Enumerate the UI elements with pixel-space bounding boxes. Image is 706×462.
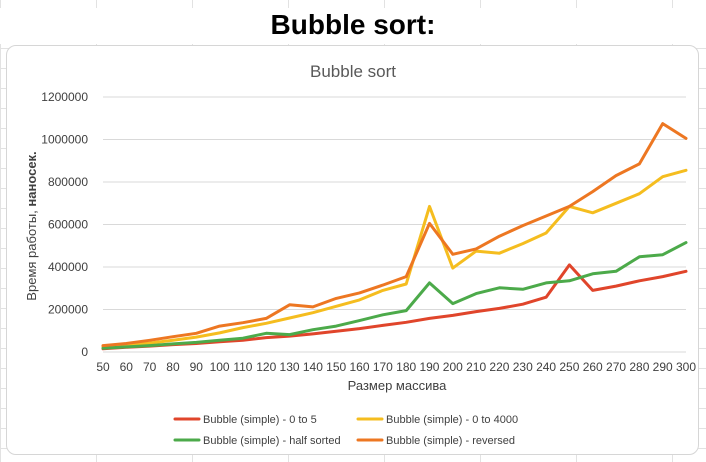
- x-tick-label: 180: [396, 360, 416, 374]
- series-line: [101, 241, 688, 350]
- x-tick-label: 120: [256, 360, 276, 374]
- gridlines: [103, 96, 686, 353]
- x-tick-label: 140: [303, 360, 323, 374]
- legend-label: Bubble (simple) - half sorted: [203, 435, 341, 447]
- chart-container[interactable]: Bubble sort 0 200000 400000 600000 800000 100…: [6, 45, 699, 455]
- series-line: [101, 122, 688, 348]
- x-tick-label: 280: [629, 360, 649, 374]
- x-tick-label: 210: [466, 360, 486, 374]
- chart-svg: Bubble sort 0 200000 400000 600000 800000 100…: [24, 62, 696, 447]
- x-tick-label: 250: [559, 360, 579, 374]
- legend-label: Bubble (simple) - 0 to 4000: [386, 414, 518, 426]
- x-tick-label: 190: [419, 360, 439, 374]
- y-axis-ticks: 0 200000 400000 600000 800000 1000000 1200000: [41, 90, 88, 359]
- x-axis-label: Размер массива: [348, 378, 447, 393]
- y-tick-label: 200000: [48, 303, 88, 317]
- x-tick-label: 130: [280, 360, 300, 374]
- series-lines: [101, 122, 688, 351]
- y-axis-label-regular: Время работы,: [24, 207, 39, 301]
- y-axis-label-bold: наносек.: [24, 151, 39, 206]
- x-tick-label: 170: [373, 360, 393, 374]
- x-axis-ticks: 50 60 70 80 90 100 110 120 130 140 150 160 170 180 190…: [96, 360, 696, 374]
- legend: Bubble (simple) - 0 to 5 Bubble (simple) …: [173, 414, 518, 447]
- x-tick-label: 60: [120, 360, 134, 374]
- x-tick-label: 150: [326, 360, 346, 374]
- x-tick-label: 200: [443, 360, 463, 374]
- legend-label: Bubble (simple) - 0 to 5: [203, 414, 317, 426]
- series-line: [101, 168, 688, 349]
- y-tick-label: 800000: [48, 175, 88, 189]
- x-tick-label: 220: [489, 360, 509, 374]
- x-tick-label: 50: [96, 360, 110, 374]
- y-tick-label: 400000: [48, 260, 88, 274]
- y-axis-label: Время работы, наносек.: [24, 151, 39, 300]
- y-tick-label: 600000: [48, 218, 88, 232]
- x-tick-label: 80: [166, 360, 180, 374]
- x-tick-label: 300: [676, 360, 696, 374]
- chart-title: Bubble sort: [310, 62, 396, 81]
- y-tick-label: 1200000: [41, 90, 88, 104]
- legend-label: Bubble (simple) - reversed: [386, 435, 515, 447]
- y-tick-label: 1000000: [41, 133, 88, 147]
- x-tick-label: 90: [190, 360, 204, 374]
- x-tick-label: 160: [350, 360, 370, 374]
- x-tick-label: 260: [583, 360, 603, 374]
- x-tick-label: 100: [210, 360, 230, 374]
- x-tick-label: 70: [143, 360, 157, 374]
- x-tick-label: 230: [513, 360, 533, 374]
- x-tick-label: 110: [233, 360, 252, 374]
- x-tick-label: 240: [536, 360, 556, 374]
- x-tick-label: 290: [653, 360, 673, 374]
- series-line: [101, 263, 688, 351]
- page-heading: Bubble sort:: [0, 8, 706, 44]
- x-tick-label: 270: [606, 360, 626, 374]
- y-tick-label: 0: [81, 345, 88, 359]
